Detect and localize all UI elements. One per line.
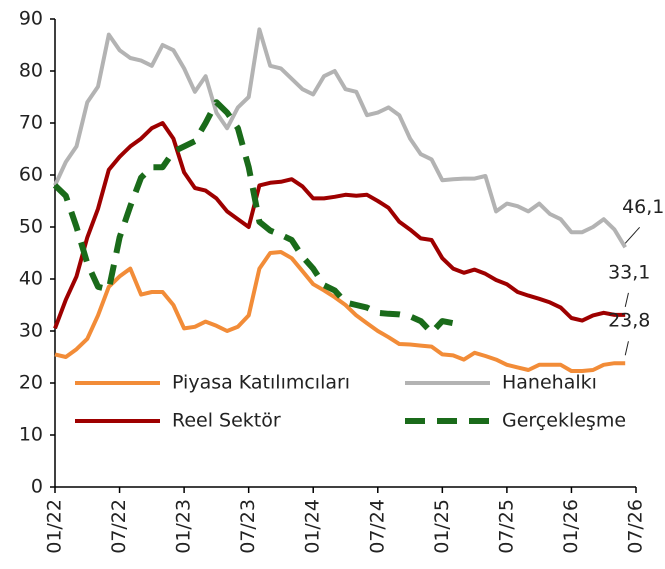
series-line [53, 121, 626, 330]
label-leader [624, 341, 629, 356]
label-leader [624, 292, 629, 307]
y-tick-label: 40 [19, 268, 43, 290]
y-tick-label: 30 [19, 320, 43, 342]
series-line [54, 250, 626, 373]
x-tick-label: 07/23 [237, 499, 259, 554]
y-tick-label: 90 [19, 8, 43, 30]
y-tick-label: 60 [19, 164, 43, 186]
y-tick-label: 70 [19, 112, 43, 134]
x-tick-label: 01/24 [302, 499, 324, 554]
label-leader [624, 226, 641, 244]
x-tick-label: 07/26 [625, 499, 647, 554]
x-tick-label: 07/24 [366, 499, 388, 554]
y-tick-label: 0 [31, 476, 43, 498]
x-tick-label: 01/25 [431, 499, 453, 554]
y-tick-label: 50 [19, 216, 43, 238]
series-line [52, 99, 465, 336]
y-tick-label: 10 [19, 424, 43, 446]
x-tick-label: 01/22 [44, 499, 66, 554]
y-tick-label: 20 [19, 372, 43, 394]
legend-label: Hanehalkı [502, 372, 597, 394]
legend-label: Gerçekleşme [502, 410, 626, 432]
value-label: 33,1 [608, 261, 650, 283]
x-tick-label: 01/23 [173, 499, 195, 554]
series-line [53, 27, 627, 249]
legend-label: Piyasa Katılımcıları [172, 372, 350, 394]
x-tick-label: 01/26 [560, 499, 582, 554]
x-tick-label: 07/25 [495, 499, 517, 554]
value-label: 23,8 [608, 310, 650, 332]
x-tick-label: 07/22 [108, 499, 130, 554]
value-label: 46,1 [622, 196, 664, 218]
y-tick-label: 80 [19, 60, 43, 82]
legend-label: Reel Sektör [172, 410, 281, 432]
